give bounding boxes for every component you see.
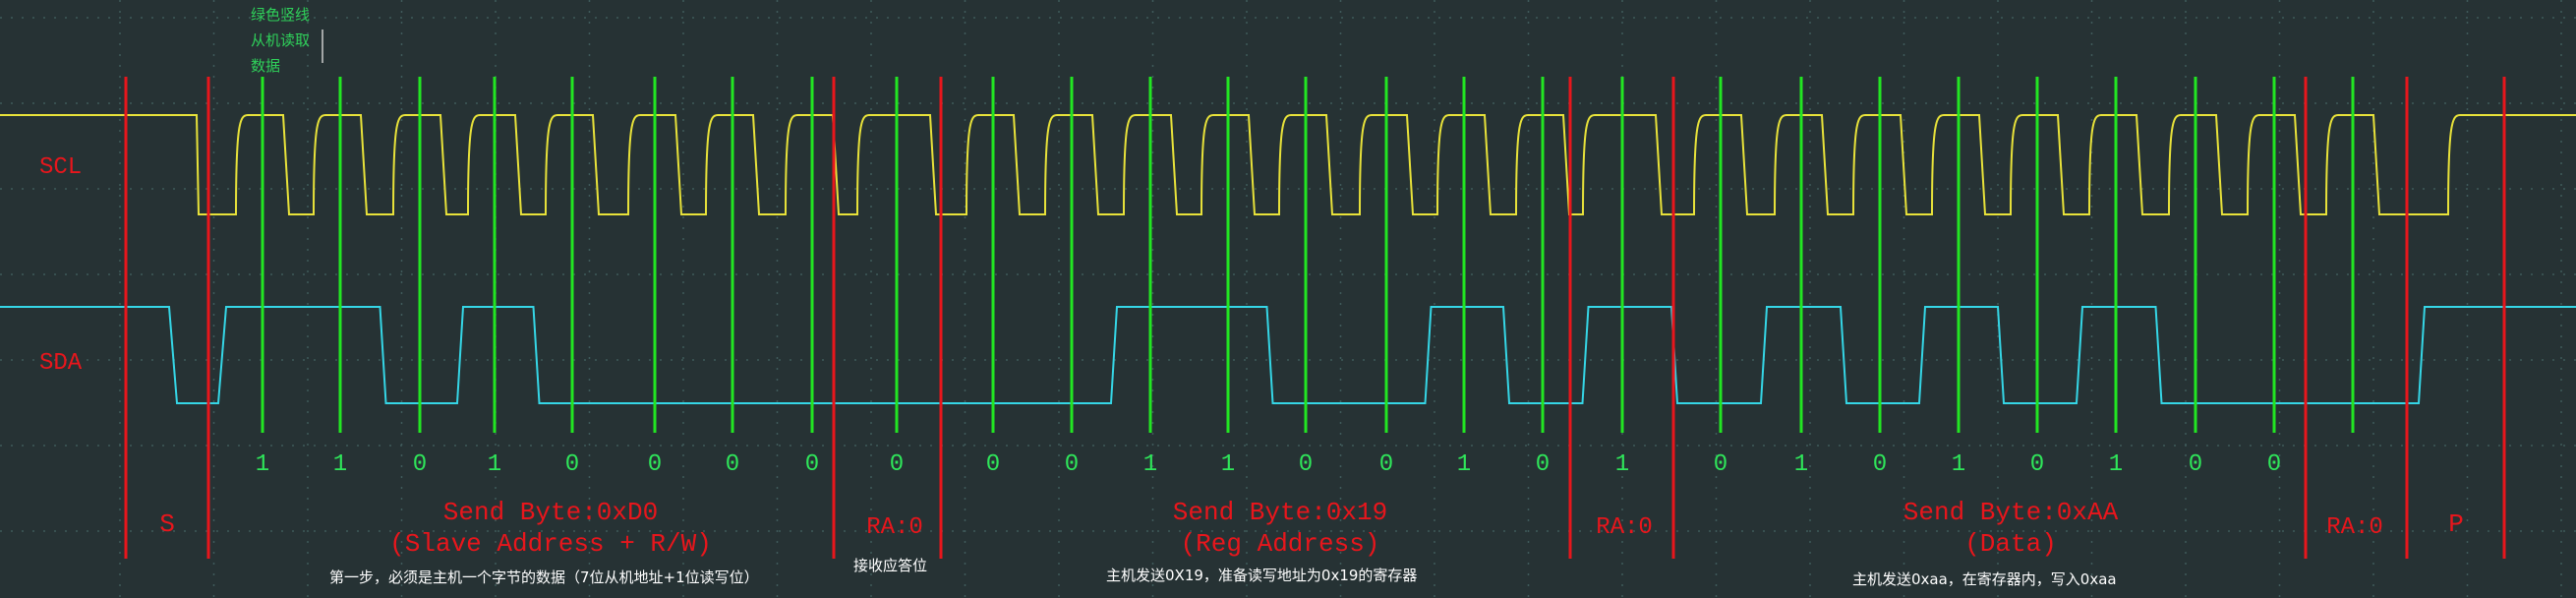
bit-label: 1: [2109, 451, 2123, 478]
legend-line-3: 数据: [251, 57, 280, 75]
bit-label: 1: [1794, 451, 1808, 478]
bit-label: 1: [1143, 451, 1157, 478]
byte3-subtitle: (Data): [1964, 529, 2057, 559]
bit-label: 1: [488, 451, 501, 478]
bit-label: 1: [1221, 451, 1235, 478]
legend-line-2: 从机读取: [251, 31, 310, 49]
bit-label: 1: [1952, 451, 1965, 478]
stop-marker: P: [2448, 509, 2464, 539]
bit-label: 0: [1536, 451, 1550, 478]
bit-label: 1: [256, 451, 269, 478]
ack-label-3: RA:0: [2326, 514, 2383, 541]
bit-label: 0: [805, 451, 819, 478]
bit-label: 0: [1714, 451, 1727, 478]
note-first-byte: 第一步，必须是主机一个字节的数据（7位从机地址+1位读写位）: [329, 568, 759, 586]
bit-label: 0: [1873, 451, 1887, 478]
bit-label: 0: [2030, 451, 2044, 478]
byte2-subtitle: (Reg Address): [1181, 529, 1380, 559]
bit-label: 0: [2189, 451, 2202, 478]
bit-label: 0: [1299, 451, 1313, 478]
bit-label: 0: [648, 451, 662, 478]
start-marker: S: [159, 509, 175, 539]
bit-label: 0: [1379, 451, 1393, 478]
note-reg-address: 主机发送0X19，准备读写地址为0x19的寄存器: [1106, 567, 1417, 584]
bit-label: 0: [890, 451, 904, 478]
bit-label: 1: [1615, 451, 1629, 478]
byte1-subtitle: (Slave Address + R/W): [389, 529, 712, 559]
bit-label: 0: [565, 451, 579, 478]
scl-label: SCL: [39, 154, 82, 181]
ack-label-1: RA:0: [866, 514, 923, 541]
note-ack: 接收应答位: [853, 557, 927, 574]
legend-line-1: 绿色竖线: [251, 6, 310, 24]
ack-label-2: RA:0: [1596, 514, 1653, 541]
byte3-title: Send Byte:0xAA: [1903, 498, 2119, 527]
sda-label: SDA: [39, 350, 83, 377]
bit-label: 1: [1457, 451, 1471, 478]
byte1-title: Send Byte:0xD0: [443, 498, 658, 527]
bit-label: 0: [1065, 451, 1079, 478]
note-data: 主机发送0xaa，在寄存器内，写入0xaa: [1852, 570, 2117, 588]
byte2-title: Send Byte:0x19: [1173, 498, 1387, 527]
bit-label: 0: [726, 451, 739, 478]
bit-label: 1: [333, 451, 347, 478]
bit-label: 0: [986, 451, 1000, 478]
bit-label: 0: [2267, 451, 2281, 478]
bit-label: 0: [413, 451, 427, 478]
